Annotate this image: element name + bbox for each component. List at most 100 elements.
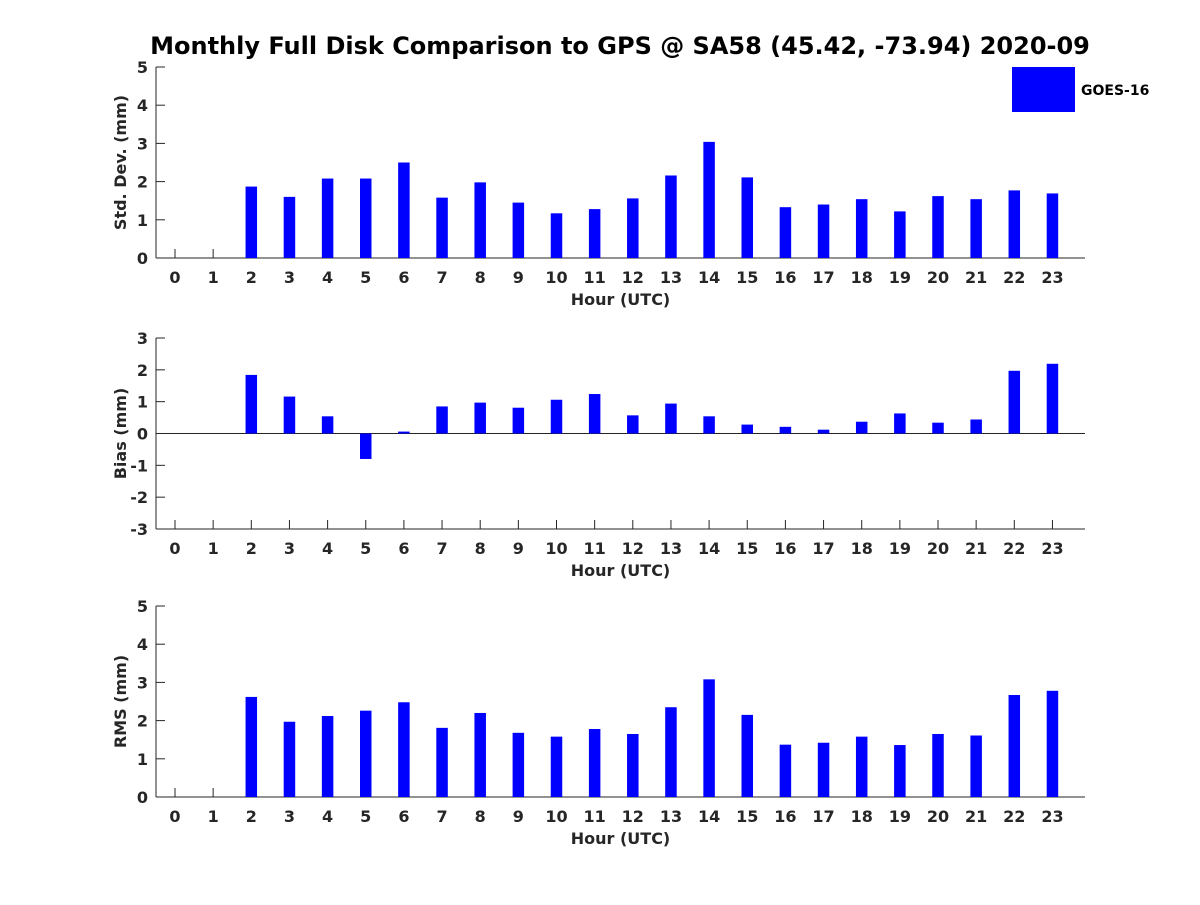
x-tick-label: 3 [284,268,295,287]
x-tick-label: 10 [545,807,567,826]
x-tick-label: 15 [736,268,758,287]
legend-swatch [1012,67,1075,112]
bar [1008,370,1021,434]
bar [932,422,944,434]
y-tick-label: 2 [137,173,148,192]
bar [703,416,715,434]
bar [283,196,296,258]
bar [894,211,906,258]
x-tick-label: 19 [889,539,911,558]
x-tick-label: 16 [774,539,796,558]
bar [436,197,448,258]
x-tick-label: 18 [851,807,873,826]
bar [817,204,830,258]
bar [932,196,944,258]
bar [360,710,372,797]
x-tick-label: 11 [584,539,606,558]
x-tick-label: 2 [246,539,257,558]
bar [360,433,372,459]
bar [665,175,677,258]
x-tick-label: 2 [246,807,257,826]
legend-label: GOES-16 [1081,83,1149,99]
x-tick-label: 15 [736,539,758,558]
y-tick-label: 1 [137,211,148,230]
x-tick-label: 10 [545,268,567,287]
x-tick-label: 23 [1041,268,1063,287]
bar [741,424,753,434]
x-tick-label: 17 [812,807,834,826]
bar [894,745,906,797]
y-tick-label: 0 [137,425,148,444]
x-tick-label: 5 [360,807,371,826]
x-axis-label: Hour (UTC) [571,290,671,309]
bar [1008,190,1021,258]
x-tick-label: 0 [169,268,180,287]
x-tick-label: 12 [622,268,644,287]
bar [703,679,715,797]
x-tick-label: 13 [660,268,682,287]
bar [665,403,677,434]
bar [779,744,792,797]
bar [436,406,448,434]
bar [855,421,868,434]
x-tick-label: 15 [736,807,758,826]
y-tick-label: 0 [137,249,148,268]
bar [321,178,334,258]
bar [550,736,563,797]
bar [703,141,715,258]
bar [512,202,525,258]
x-tick-label: 8 [475,539,486,558]
y-tick-label: 3 [137,673,148,692]
bar [741,177,753,258]
bar [855,199,868,258]
x-tick-label: 21 [965,807,987,826]
bar [588,394,601,434]
x-tick-label: 5 [360,539,371,558]
bar [894,413,906,434]
bar [283,396,296,434]
y-tick-label: 0 [137,788,148,807]
bar [245,696,258,797]
y-tick-label: -2 [130,488,148,507]
chart-title: Monthly Full Disk Comparison to GPS @ SA… [150,32,1090,60]
x-tick-label: 8 [475,268,486,287]
x-tick-label: 6 [398,268,409,287]
bar [398,162,410,258]
bar [588,729,601,797]
x-tick-label: 9 [513,539,524,558]
x-tick-label: 12 [622,539,644,558]
y-axis-label: Std. Dev. (mm) [111,95,130,230]
bar [1008,695,1021,797]
x-tick-label: 23 [1041,807,1063,826]
x-tick-label: 12 [622,807,644,826]
bar [779,426,792,434]
x-tick-label: 22 [1003,539,1025,558]
x-axis-label: Hour (UTC) [571,829,671,848]
bar [321,416,334,434]
x-tick-label: 11 [584,268,606,287]
bar [1046,363,1059,434]
bar [970,735,982,797]
x-tick-label: 16 [774,268,796,287]
bar [398,702,410,797]
x-tick-label: 18 [851,539,873,558]
y-tick-label: 1 [137,393,148,412]
bar [436,727,448,797]
x-tick-label: 16 [774,807,796,826]
x-tick-label: 5 [360,268,371,287]
x-tick-label: 14 [698,539,720,558]
x-tick-label: 21 [965,268,987,287]
x-tick-label: 17 [812,268,834,287]
x-tick-label: 3 [284,807,295,826]
bar [1046,690,1059,797]
x-tick-label: 18 [851,268,873,287]
bar [970,419,982,434]
x-tick-label: 14 [698,807,720,826]
x-tick-label: 7 [436,807,447,826]
x-tick-label: 20 [927,807,949,826]
x-tick-label: 1 [208,807,219,826]
bar [512,732,525,797]
